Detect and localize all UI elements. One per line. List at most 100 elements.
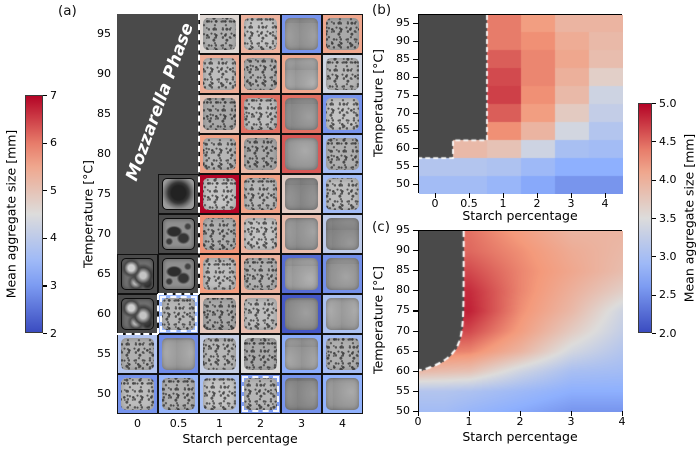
- panel-a-ytick: 75: [97, 187, 111, 200]
- panel-c-xtick: 1: [465, 415, 473, 428]
- microscopy-image: [162, 378, 195, 410]
- microscopy-image: [326, 378, 359, 410]
- panel-b-ytick-mark: [413, 148, 418, 150]
- sample-cell: [158, 54, 199, 94]
- panel-b-xtick-mark: [571, 193, 573, 198]
- panel-a-ytick: 50: [97, 387, 111, 400]
- sample-cell: [240, 134, 281, 174]
- sample-cell: [117, 254, 158, 294]
- colorbar-left-tick-mark: [43, 285, 47, 287]
- panel-a-xtick: 1: [216, 417, 223, 430]
- sample-cell: [199, 254, 240, 294]
- sample-cell: [158, 334, 199, 374]
- microscopy-image: [285, 178, 318, 210]
- sample-cell: [158, 174, 199, 214]
- colorbar-right: [638, 103, 652, 333]
- colorbar-right-tick-mark: [652, 256, 656, 258]
- colorbar-right-tick: 2.0: [659, 326, 677, 340]
- colorbar-right-tick-mark: [652, 294, 656, 296]
- sample-cell: [240, 294, 281, 334]
- colorbar-left-tick-mark: [43, 95, 47, 97]
- microscopy-image: [326, 18, 359, 50]
- microscopy-image: [285, 98, 318, 130]
- microscopy-image: [203, 138, 236, 170]
- microscopy-image: [203, 298, 236, 330]
- panel-b-xtick: 0.5: [460, 197, 478, 210]
- sample-cell: [117, 214, 158, 254]
- microscopy-image: [326, 218, 359, 250]
- microscopy-image: [203, 58, 236, 90]
- sample-cell: [199, 374, 240, 414]
- panel-a-ytick: 55: [97, 347, 111, 360]
- microscopy-image: [203, 98, 236, 130]
- colorbar-left-tick: 7: [50, 88, 57, 102]
- panel-b-ytick: 65: [396, 123, 410, 137]
- sample-cell: [199, 294, 240, 334]
- microscopy-image: [285, 298, 318, 330]
- panel-a-ytick: 60: [97, 307, 111, 320]
- panel-c-label: (c): [372, 219, 390, 235]
- microscopy-image: [244, 338, 277, 370]
- microscopy-image: [244, 178, 277, 210]
- colorbar-right-tick-mark: [652, 333, 656, 335]
- sample-cell: [158, 94, 199, 134]
- sample-cell: [158, 374, 199, 414]
- microscopy-image: [203, 378, 236, 410]
- colorbar-left: [25, 95, 43, 333]
- sample-cell: [322, 174, 363, 214]
- microscopy-image: [326, 58, 359, 90]
- panel-c-ytick: 60: [396, 363, 410, 377]
- microscopy-image: [244, 378, 277, 410]
- sample-cell: [117, 334, 158, 374]
- panel-b-xtick: 4: [601, 197, 609, 210]
- panel-b-ytick: 85: [396, 51, 410, 65]
- sample-cell: [117, 134, 158, 174]
- panel-b-ytick: 70: [396, 105, 410, 119]
- sample-cell: [158, 294, 199, 334]
- panel-c-ytick-mark: [413, 390, 418, 393]
- colorbar-right-tick: 4.5: [659, 134, 677, 148]
- sample-cell: [158, 134, 199, 174]
- panel-c-ytick: 95: [396, 223, 410, 236]
- panel-b-ytick-mark: [413, 40, 418, 42]
- sample-cell: [281, 374, 322, 414]
- panel-b-ytick-mark: [413, 184, 418, 186]
- panel-c-xtick: 4: [618, 415, 626, 428]
- sample-cell: [281, 214, 322, 254]
- panel-a-ytick: 95: [97, 27, 111, 40]
- panel-a-xtick: 0.5: [169, 417, 188, 430]
- panel-b-ytick-mark: [413, 76, 418, 78]
- sample-cell: [322, 334, 363, 374]
- sample-cell: [281, 294, 322, 334]
- colorbar-left-tick-mark: [43, 237, 47, 239]
- panel-b-ytick: 50: [396, 177, 410, 190]
- panel-b-xtick-mark: [605, 193, 607, 198]
- colorbar-left-label: Mean aggregate size [mm]: [3, 129, 19, 299]
- sample-cell: [117, 174, 158, 214]
- panel-b-ytick: 75: [396, 87, 410, 101]
- sample-cell: [322, 254, 363, 294]
- microscopy-image: [244, 138, 277, 170]
- panel-c-xtick-mark: [622, 411, 624, 416]
- phase-boundary-dashed-line: [157, 294, 159, 334]
- mozzarella-sample-image: [121, 298, 154, 330]
- colorbar-left-tick: 5: [50, 183, 57, 197]
- panel-c-ytick-mark: [413, 310, 418, 312]
- panel-b-ytick-mark: [413, 58, 418, 60]
- phase-boundary-dashed-line: [158, 293, 199, 295]
- panel-a-image-grid: Mozzarella Phase: [117, 14, 363, 414]
- panel-c-xtick: 2: [516, 415, 524, 428]
- sample-cell: [199, 134, 240, 174]
- sample-cell: [158, 214, 199, 254]
- colorbar-left-tick: 6: [50, 136, 57, 150]
- panel-a-xtick: 2: [257, 417, 264, 430]
- microscopy-image: [244, 58, 277, 90]
- panel-c-ytick-mark: [413, 250, 418, 252]
- sample-cell: [199, 174, 240, 214]
- microscopy-image: [285, 378, 318, 410]
- microscopy-image: [121, 338, 154, 370]
- microscopy-image: [285, 18, 318, 50]
- panel-b-ytick-mark: [413, 22, 418, 25]
- panel-c-ytick: 75: [396, 303, 410, 317]
- microscopy-image: [244, 258, 277, 290]
